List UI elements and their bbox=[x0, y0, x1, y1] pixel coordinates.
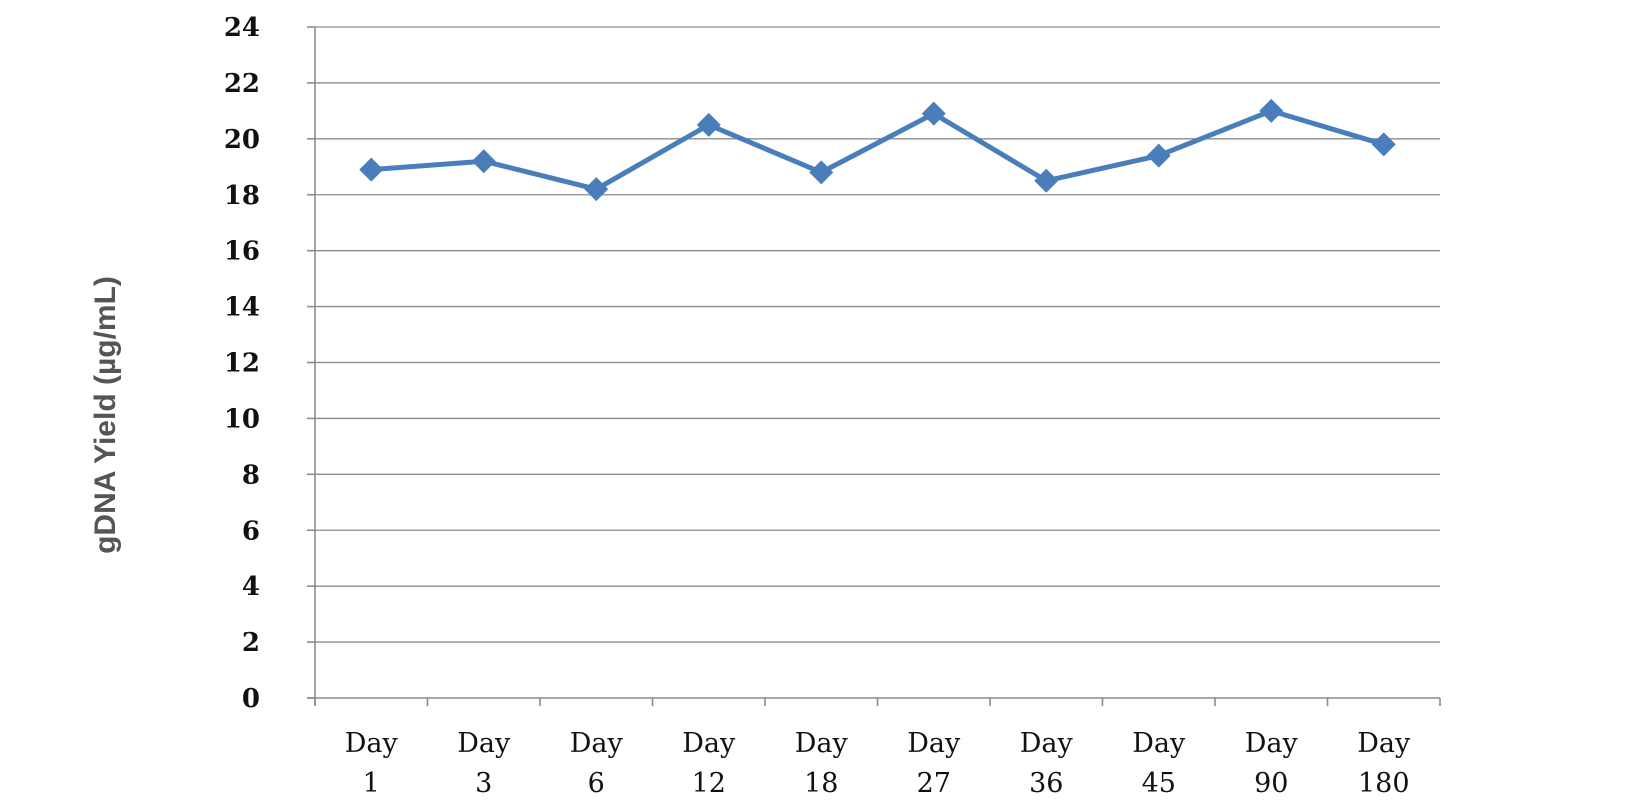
x-tick-labels: Day 1 Day 3 Day 6 Day 12 Day 18 Day 27 Day 36 Day 45 Day… bbox=[345, 728, 1411, 799]
series-line bbox=[371, 108, 1385, 192]
x-tick-label-line1: Day bbox=[1245, 728, 1299, 759]
y-tick-label: 8 bbox=[242, 460, 260, 490]
x-tick-label-line1: Day bbox=[570, 728, 624, 759]
x-tick-label-line1: Day bbox=[1132, 728, 1186, 759]
x-tick-label-line1: Day bbox=[795, 728, 849, 759]
y-tick-label: 16 bbox=[224, 237, 260, 267]
x-tick-label-line2: 180 bbox=[1358, 768, 1410, 799]
y-tick-label: 2 bbox=[242, 628, 260, 658]
data-point bbox=[696, 112, 721, 137]
y-tick-label: 22 bbox=[224, 69, 260, 99]
x-tick-label-line2: 12 bbox=[692, 768, 726, 799]
y-tick-label: 6 bbox=[242, 516, 260, 546]
x-tick-label-line2: 45 bbox=[1142, 768, 1176, 799]
x-tick-label-line1: Day bbox=[682, 728, 736, 759]
x-tick-label-line1: Day bbox=[1357, 728, 1411, 759]
y-tick-label: 18 bbox=[224, 181, 260, 211]
x-tick-label-line1: Day bbox=[457, 728, 511, 759]
y-axis-label: gDNA Yield (µg/mL) bbox=[89, 276, 122, 554]
x-tick-label-line1: Day bbox=[1020, 728, 1074, 759]
gridlines bbox=[315, 26, 1440, 643]
x-tick-label-line1: Day bbox=[345, 728, 399, 759]
x-tick-label-line2: 18 bbox=[804, 768, 838, 799]
data-point bbox=[1034, 168, 1059, 193]
x-tick-label-line1: Day bbox=[907, 728, 961, 759]
y-tick-label: 20 bbox=[224, 125, 260, 155]
data-point bbox=[584, 177, 609, 202]
data-point bbox=[921, 101, 946, 126]
data-point bbox=[1371, 132, 1396, 157]
x-tick-label-line2: 90 bbox=[1254, 768, 1288, 799]
y-tick-label: 0 bbox=[242, 684, 260, 714]
y-tick-label: 10 bbox=[224, 404, 260, 434]
data-point bbox=[809, 160, 834, 185]
y-tick-label: 4 bbox=[242, 572, 260, 602]
data-point bbox=[471, 149, 496, 174]
x-tick-label-line2: 3 bbox=[475, 768, 492, 799]
data-point bbox=[359, 157, 384, 182]
data-point bbox=[1146, 143, 1171, 168]
series bbox=[359, 98, 1396, 202]
y-tick-label: 14 bbox=[224, 293, 260, 323]
axes bbox=[307, 26, 1441, 706]
data-point bbox=[1259, 98, 1284, 123]
x-tick-label-line2: 27 bbox=[917, 768, 951, 799]
x-tick-label-line2: 1 bbox=[363, 768, 380, 799]
y-tick-label: 12 bbox=[224, 349, 260, 379]
y-tick-label: 24 bbox=[224, 13, 260, 43]
x-tick-label-line2: 6 bbox=[588, 768, 605, 799]
x-tick-label-line2: 36 bbox=[1029, 768, 1063, 799]
